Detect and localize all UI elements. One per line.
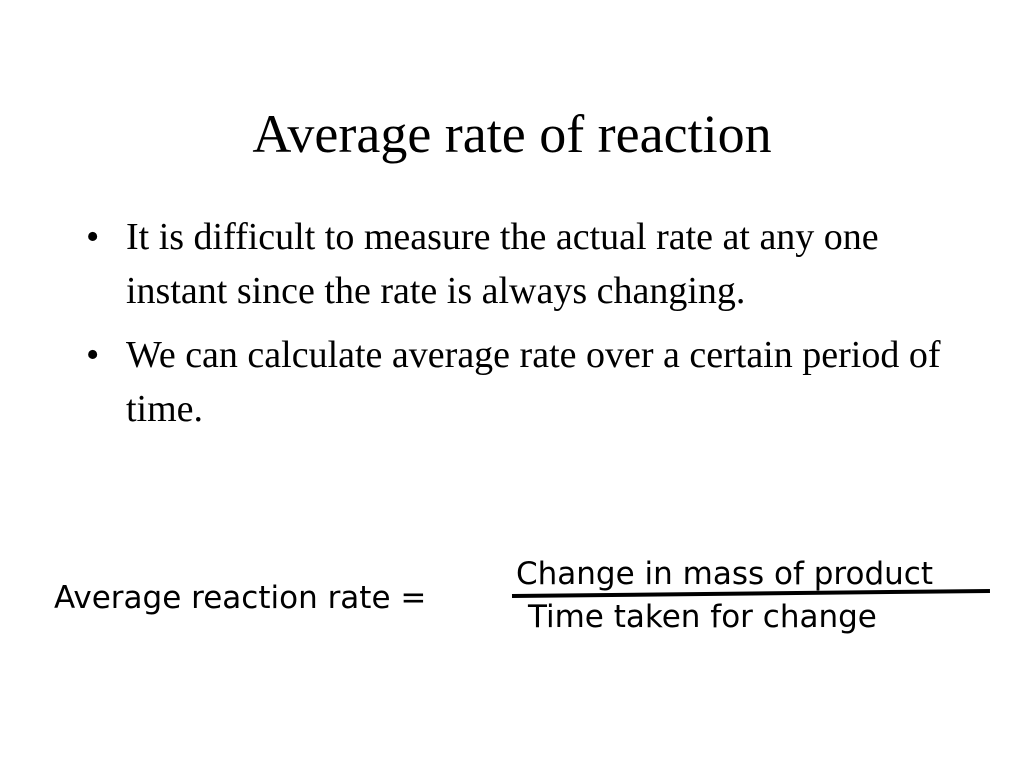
slide-title: Average rate of reaction: [252, 104, 772, 164]
bullet-marker: •: [86, 334, 100, 376]
bullet-item-1: • It is difficult to measure the actual …: [86, 210, 946, 318]
bullet-item-2: • We can calculate average rate over a c…: [86, 328, 946, 436]
formula-lhs: Average reaction rate =: [54, 580, 427, 616]
bullet-list: • It is difficult to measure the actual …: [86, 210, 946, 446]
formula-numerator: Change in mass of product: [516, 556, 933, 592]
bullet-marker: •: [86, 216, 100, 258]
bullet-text-1: It is difficult to measure the actual ra…: [126, 216, 879, 312]
bullet-text-2: We can calculate average rate over a cer…: [126, 334, 941, 430]
formula-denominator: Time taken for change: [528, 599, 877, 635]
